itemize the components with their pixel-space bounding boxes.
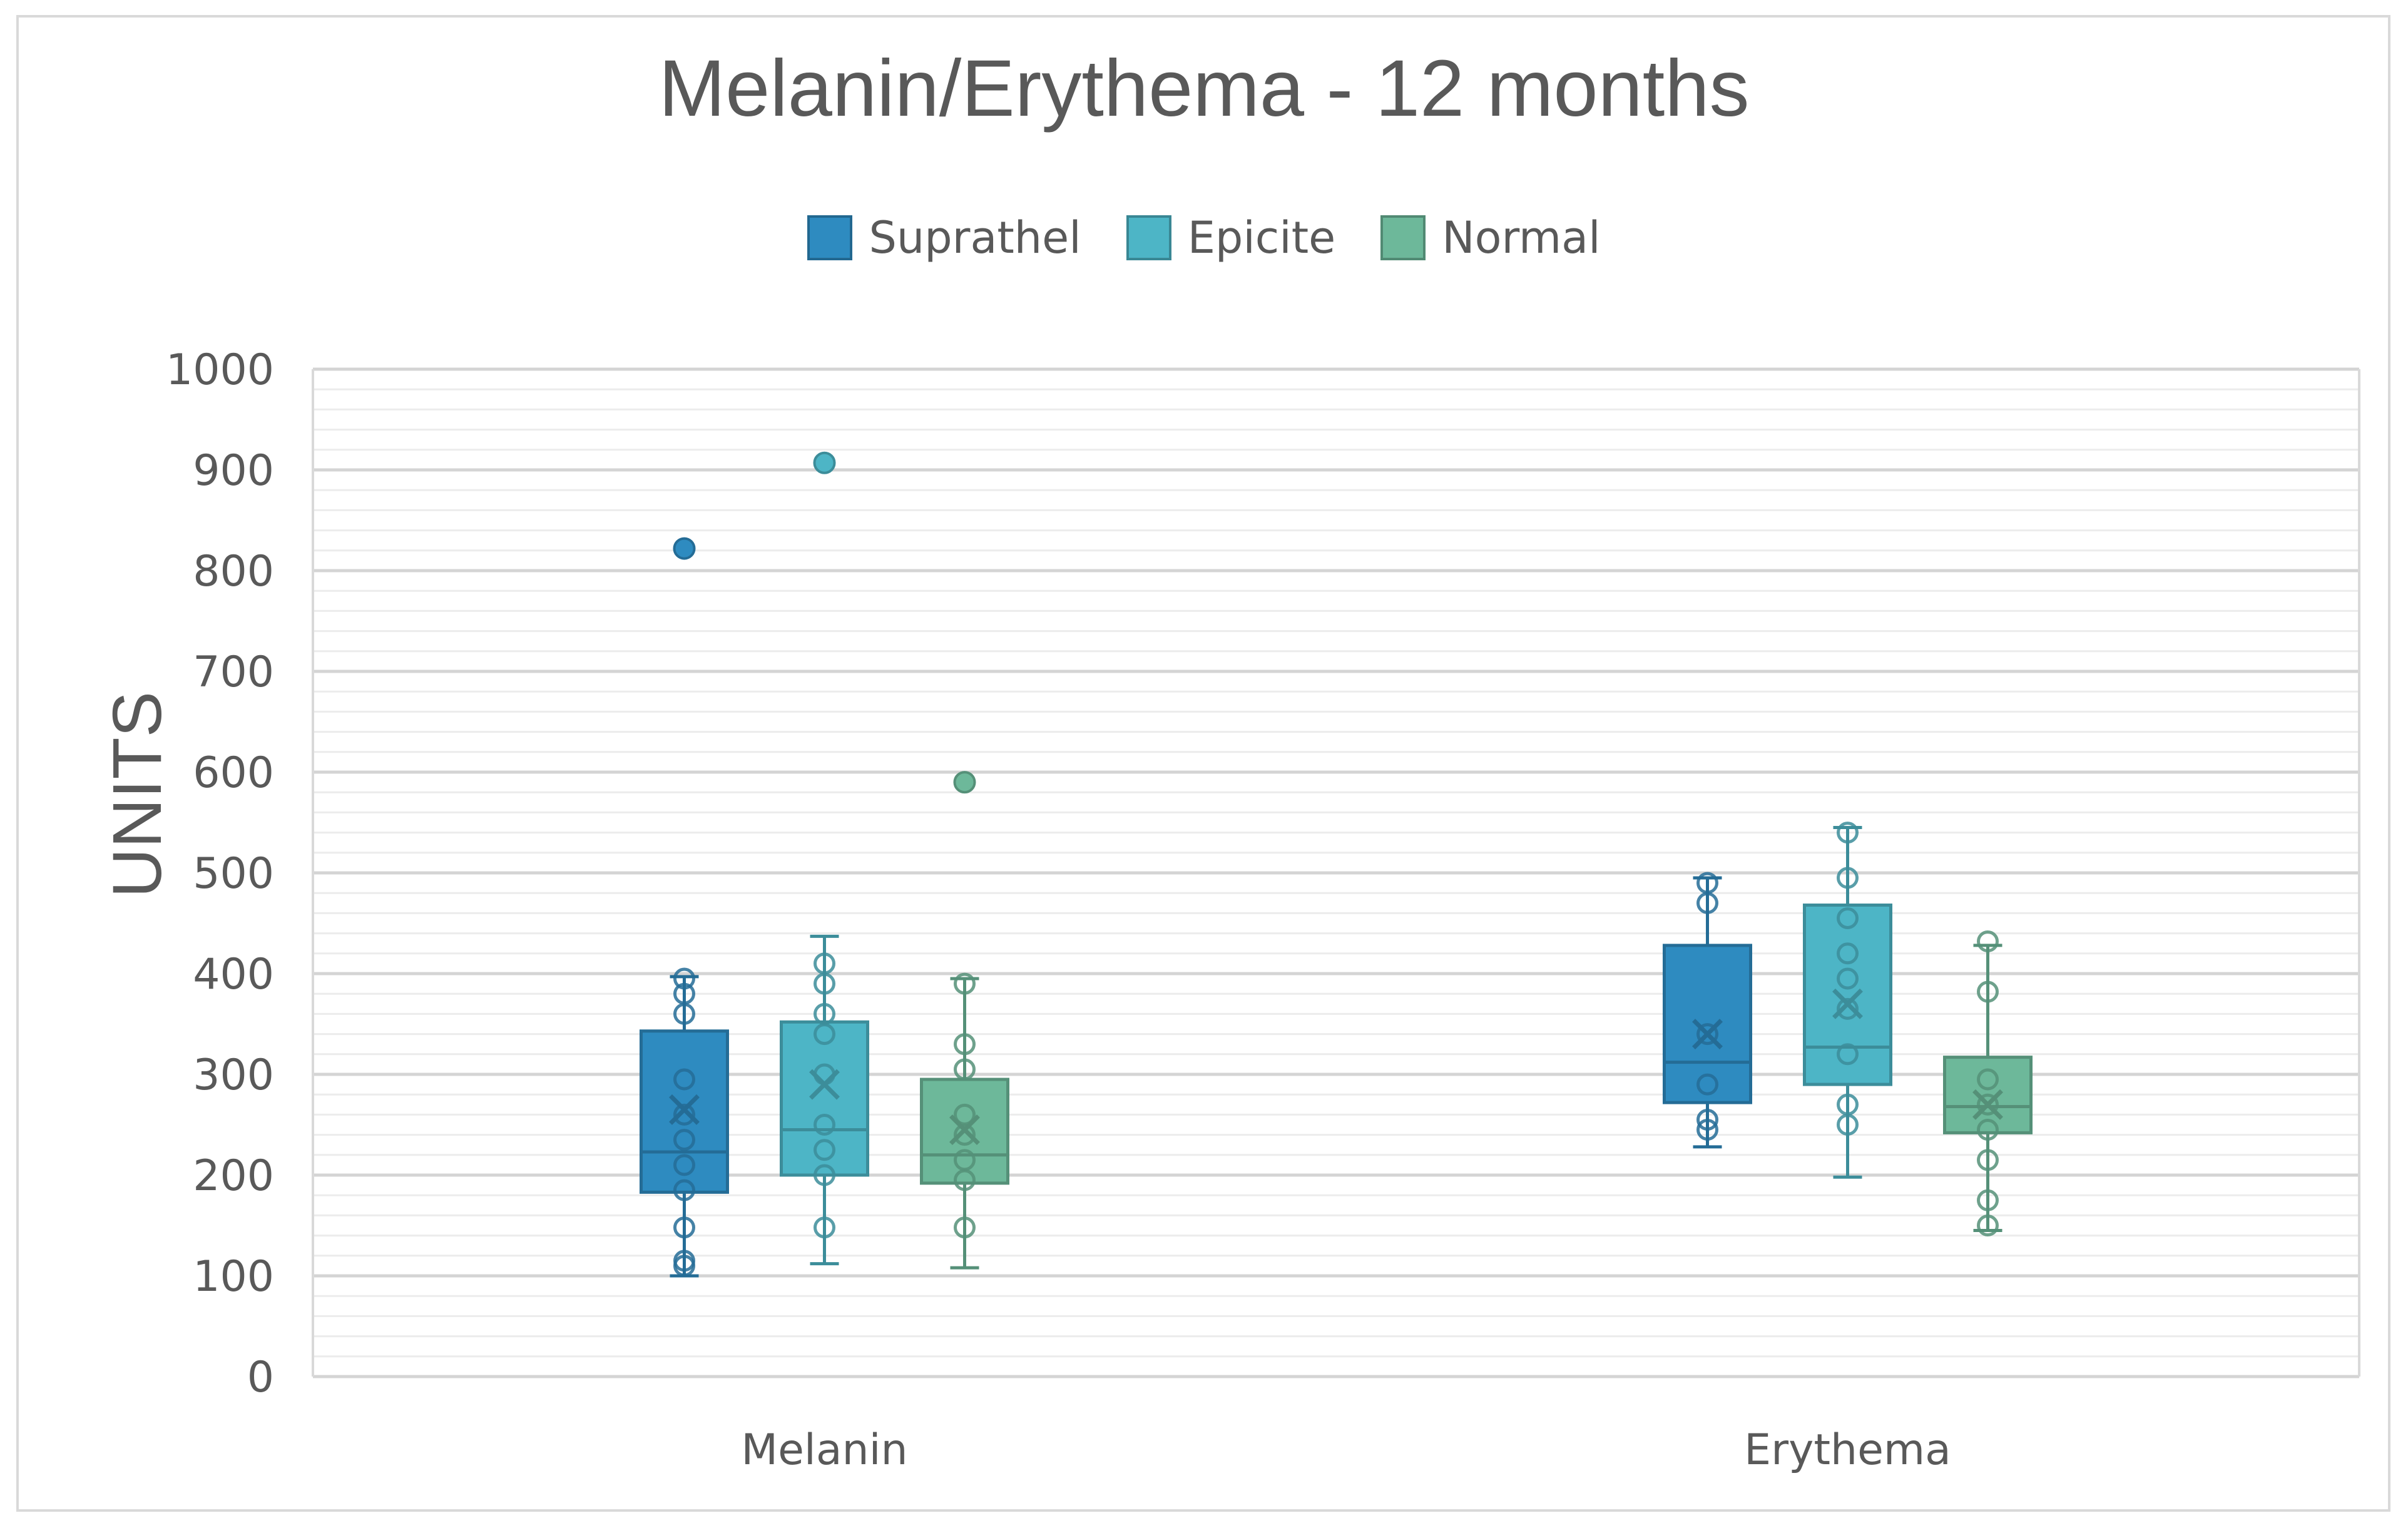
data-point	[814, 1114, 835, 1136]
legend-label-epicite: Epicite	[1187, 212, 1336, 263]
data-point	[673, 1068, 695, 1091]
data-point	[954, 1149, 976, 1171]
outlier-point	[953, 771, 976, 794]
data-point	[954, 1058, 976, 1081]
outlier-point	[813, 451, 836, 474]
y-tick-label: 400	[193, 950, 274, 999]
data-point	[1696, 1023, 1718, 1046]
legend: Suprathel Epicite Normal	[0, 206, 2408, 269]
legend-swatch-epicite	[1126, 215, 1171, 260]
outlier-point	[673, 537, 696, 560]
data-point	[814, 1164, 835, 1186]
data-point	[954, 1033, 976, 1056]
y-tick-label: 100	[193, 1252, 274, 1301]
y-tick-label: 500	[193, 849, 274, 899]
legend-swatch-normal	[1380, 215, 1426, 260]
box	[780, 1020, 869, 1177]
legend-item-suprathel: Suprathel	[807, 212, 1081, 263]
y-tick-label: 0	[247, 1353, 274, 1402]
data-point	[1837, 997, 1859, 1020]
data-point	[673, 1154, 695, 1176]
data-point	[673, 967, 695, 990]
data-point	[1977, 980, 1999, 1003]
y-tick-label: 300	[193, 1051, 274, 1100]
legend-swatch-suprathel	[807, 215, 853, 260]
mean-marker	[809, 1069, 840, 1100]
data-point	[1837, 907, 1859, 929]
data-point	[1977, 1119, 1999, 1141]
data-point	[814, 1139, 835, 1161]
data-point	[1977, 1215, 1999, 1236]
y-tick-label: 900	[193, 446, 274, 496]
x-category-label: Melanin	[741, 1425, 907, 1475]
data-point	[673, 1129, 695, 1151]
y-tick-label: 700	[193, 648, 274, 697]
data-point	[1837, 942, 1859, 965]
data-point	[814, 1216, 835, 1239]
data-point	[1977, 1149, 1999, 1171]
data-point	[1837, 1093, 1859, 1116]
data-point	[1837, 1043, 1859, 1066]
data-point	[1696, 872, 1718, 894]
data-point	[1837, 967, 1859, 990]
mean-marker	[669, 1094, 700, 1125]
y-tick-label: 800	[193, 547, 274, 596]
data-point	[673, 1216, 695, 1239]
data-point	[1837, 822, 1859, 844]
data-point	[814, 952, 835, 975]
data-point	[1696, 1073, 1718, 1096]
x-category-label: Erythema	[1744, 1425, 1951, 1475]
data-point	[1696, 1119, 1718, 1141]
data-point	[1977, 1189, 1999, 1211]
legend-item-normal: Normal	[1380, 212, 1601, 263]
data-point	[673, 1250, 695, 1272]
mean-marker	[1832, 988, 1863, 1019]
mean-marker	[1692, 1019, 1723, 1050]
data-point	[673, 1103, 695, 1126]
y-tick-label: 600	[193, 748, 274, 798]
data-point	[1977, 1093, 1999, 1116]
chart-frame	[16, 15, 2390, 1512]
chart-title: Melanin/Erythema - 12 months	[658, 44, 1750, 133]
data-point	[954, 1103, 976, 1126]
box	[640, 1029, 729, 1194]
data-point	[1977, 1068, 1999, 1091]
mean-marker	[949, 1114, 980, 1146]
data-point	[954, 972, 976, 995]
legend-item-epicite: Epicite	[1126, 212, 1336, 263]
mean-marker	[1972, 1089, 2003, 1120]
y-tick-label: 200	[193, 1151, 274, 1201]
data-point	[673, 982, 695, 1005]
legend-label-suprathel: Suprathel	[869, 212, 1081, 263]
data-point	[814, 1002, 835, 1025]
y-tick-label: 1000	[166, 345, 274, 395]
data-point	[954, 1216, 976, 1239]
data-point	[673, 1179, 695, 1201]
data-point	[1837, 867, 1859, 889]
legend-label-normal: Normal	[1442, 212, 1601, 263]
box	[1803, 904, 1892, 1086]
data-point	[1977, 930, 1999, 952]
data-point	[1696, 1108, 1718, 1131]
